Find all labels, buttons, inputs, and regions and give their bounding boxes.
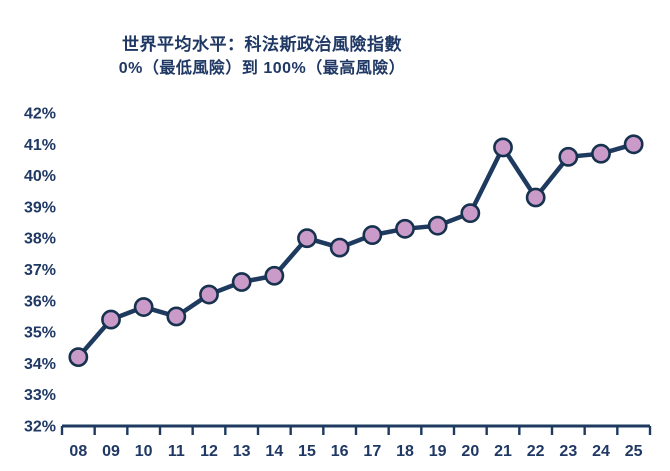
x-axis-tick-label: 22	[527, 443, 545, 460]
data-point-15	[297, 228, 317, 249]
y-axis-tick-label: 32%	[24, 419, 56, 436]
data-point-22	[525, 187, 546, 208]
x-axis-tick-label: 19	[429, 443, 447, 460]
x-axis-tick-label: 10	[135, 443, 153, 460]
x-axis-tick-label: 17	[363, 443, 381, 460]
data-point-09	[101, 309, 121, 330]
data-point-10	[133, 297, 154, 317]
y-axis-tick-label: 40%	[24, 168, 56, 185]
data-point-25	[623, 134, 644, 155]
y-axis-tick-label: 37%	[24, 262, 56, 279]
risk-index-line	[76, 142, 636, 360]
data-point-19	[427, 215, 448, 236]
x-axis-tick-label: 21	[494, 443, 512, 460]
y-axis-tick-label: 35%	[24, 325, 56, 342]
x-axis-tick-label: 13	[233, 443, 251, 460]
x-axis-tick-label: 25	[625, 443, 643, 460]
data-point-11	[166, 306, 187, 327]
x-axis-tick-label: 20	[461, 443, 479, 460]
y-axis-tick-label: 41%	[24, 137, 56, 154]
data-point-18	[395, 218, 415, 239]
y-axis-tick-label: 36%	[24, 293, 56, 310]
data-point-21	[493, 137, 513, 158]
data-point-12	[199, 284, 219, 305]
data-point-17	[362, 225, 383, 245]
x-axis-tick-label: 18	[396, 443, 414, 460]
x-axis-tick-label: 16	[331, 443, 349, 460]
y-axis-tick-label: 42%	[24, 106, 56, 123]
x-axis-tick-label: 23	[559, 443, 577, 460]
data-point-23	[558, 146, 579, 167]
chart-subtitle: 0%（最低風險）到 100%（最高風險）	[118, 60, 406, 77]
x-axis-tick-label: 12	[200, 443, 218, 460]
x-axis-tick-label: 24	[592, 443, 610, 460]
chart-header: 世界平均水平：科法斯政治風險指數 0%（最低風險）到 100%（最高風險）	[40, 32, 484, 81]
y-axis-tick-label: 34%	[24, 356, 56, 373]
data-point-16	[329, 237, 350, 258]
data-point-13	[231, 272, 252, 292]
data-point-14	[264, 265, 285, 286]
y-axis-tick-label: 33%	[24, 387, 56, 404]
data-point-08	[68, 347, 89, 368]
data-point-20	[460, 203, 481, 224]
x-axis-tick-label: 14	[265, 443, 283, 460]
chart-title: 世界平均水平：科法斯政治風險指數	[122, 35, 402, 54]
data-point-24	[591, 143, 611, 164]
x-axis-tick-label: 09	[102, 443, 120, 460]
x-axis-tick-label: 08	[69, 443, 87, 460]
x-axis-tick-label: 11	[168, 443, 185, 460]
y-axis-tick-label: 39%	[24, 199, 56, 216]
y-axis-tick-label: 38%	[24, 231, 56, 248]
x-axis-tick-label: 15	[298, 443, 316, 460]
